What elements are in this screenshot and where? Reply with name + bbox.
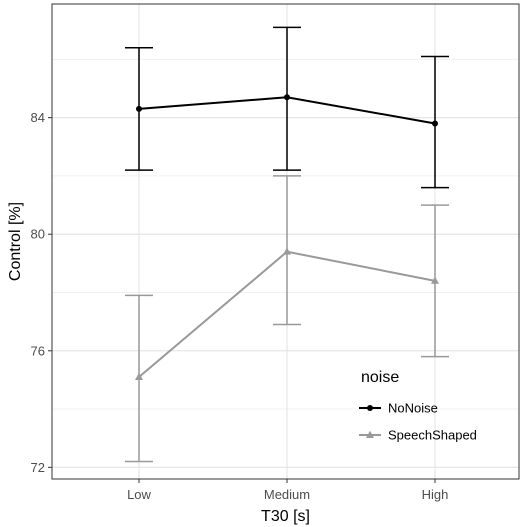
data-point (136, 105, 142, 112)
x-tick-label: High (422, 487, 449, 502)
data-point (432, 120, 438, 127)
data-point (135, 372, 143, 380)
data-point (283, 247, 291, 255)
x-axis-title: T30 [s] (261, 508, 310, 525)
legend-label: NoNoise (388, 401, 438, 416)
y-tick-label: 84 (31, 110, 45, 125)
x-tick-label: Low (127, 487, 151, 502)
legend-key-marker (367, 405, 373, 411)
legend-item-SpeechShaped: SpeechShaped (359, 428, 477, 443)
y-tick-label: 76 (31, 343, 45, 358)
series-NoNoise (125, 26, 449, 189)
panel-border (51, 3, 520, 480)
y-axis-title: Control [%] (7, 202, 24, 281)
series-SpeechShaped (125, 175, 449, 463)
legend-item-NoNoise: NoNoise (359, 401, 438, 416)
legend-key-marker (366, 430, 374, 438)
data-point (431, 276, 439, 284)
y-tick-label: 80 (31, 227, 45, 242)
x-tick-label: Medium (264, 487, 310, 502)
data-point (284, 94, 290, 101)
legend: noise NoNoise SpeechShaped (359, 369, 477, 443)
axes: 72 76 80 84 Low Medium High (31, 110, 449, 502)
y-tick-label: 72 (31, 460, 45, 475)
legend-label: SpeechShaped (388, 428, 477, 443)
series (125, 26, 449, 463)
legend-title: noise (361, 369, 399, 386)
